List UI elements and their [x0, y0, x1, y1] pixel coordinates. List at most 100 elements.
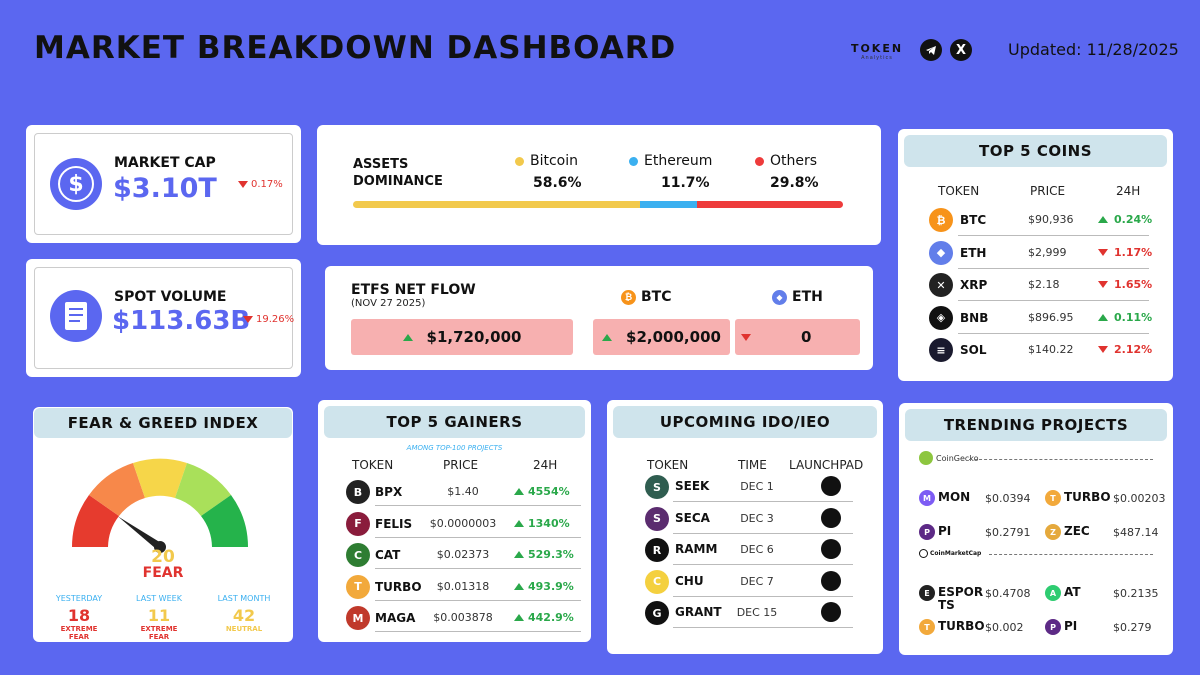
trending-symbol[interactable]: TURBO: [1064, 490, 1111, 504]
dominance-segment-1: [639, 201, 698, 208]
down-arrow-icon: [243, 316, 253, 323]
ido-icon-grant: G: [645, 601, 669, 625]
x-icon[interactable]: X: [950, 39, 972, 61]
launchpad-icon[interactable]: [821, 507, 841, 528]
brand-name: TOKEN: [850, 42, 904, 55]
trending-icon-pi: P: [1045, 619, 1061, 635]
coin-symbol: ETH: [960, 245, 987, 260]
market-cap-change: 0.17%: [238, 179, 283, 190]
brand-logo: TOKEN Analytics: [848, 42, 906, 61]
coin-price: $2.18: [1028, 278, 1060, 291]
brand-sub: Analytics: [861, 55, 893, 61]
coin-change: 1.17%: [1098, 246, 1152, 259]
coin-symbol: SOL: [960, 343, 987, 357]
row-divider: [375, 505, 581, 506]
col-launchpad: LAUNCHPAD: [789, 458, 864, 472]
coin-icon-sol: ≡: [929, 338, 953, 362]
trending-icon-mon: M: [919, 490, 935, 506]
launchpad-icon[interactable]: [821, 602, 841, 622]
col-24h: 24H: [533, 458, 558, 472]
launchpad-icon[interactable]: [821, 570, 841, 591]
gainer-change: 493.9%: [514, 580, 574, 593]
trending-symbol[interactable]: AT: [1064, 585, 1081, 599]
row-divider: [375, 599, 581, 601]
dominance-pct: 11.7%: [661, 175, 710, 191]
up-arrow-icon: [1098, 216, 1108, 223]
gauge-extreme-greed: [201, 495, 248, 547]
col-24h: 24H: [1116, 184, 1141, 198]
market-cap-card: $ MARKET CAP $3.10T 0.17%: [26, 125, 301, 243]
trending-price: $0.4708: [985, 587, 1031, 600]
coin-price: $140.22: [1028, 343, 1074, 356]
ido-symbol: RAMM: [675, 542, 718, 556]
trending-symbol[interactable]: PI: [938, 524, 952, 538]
ido-time: DEC 6: [740, 543, 774, 556]
fg-history-yesterday: YESTERDAY 18 EXTREME FEAR: [50, 594, 108, 641]
trending-price: $0.0394: [985, 492, 1031, 505]
spot-volume-card: SPOT VOLUME $113.63B 19.26%: [26, 259, 301, 377]
ido-time: DEC 3: [740, 511, 774, 525]
gainer-change: 442.9%: [514, 611, 574, 624]
row-divider: [673, 532, 853, 534]
spot-volume-value: $113.63B: [112, 306, 251, 336]
telegram-icon[interactable]: [920, 39, 942, 61]
spot-volume-label: SPOT VOLUME: [114, 289, 227, 305]
trending-symbol[interactable]: ZEC: [1064, 524, 1090, 538]
cmc-label: CoinMarketCap: [930, 550, 982, 557]
trending-symbol[interactable]: MON: [938, 490, 971, 504]
trending-symbol[interactable]: PI: [1064, 619, 1078, 633]
coin-icon-bnb: ◈: [929, 305, 953, 330]
dominance-name: Others: [770, 153, 818, 169]
row-divider: [673, 627, 853, 628]
spot-volume-change: 19.26%: [243, 314, 294, 325]
down-arrow-icon: [1098, 346, 1108, 353]
etfs-date: (NOV 27 2025): [351, 298, 426, 309]
etf-btc-header: ₿ BTC: [621, 289, 672, 305]
ido-symbol: CHU: [675, 573, 704, 588]
dollar-icon: $: [50, 158, 102, 210]
coingecko-logo: CoinGecko: [919, 451, 979, 465]
cmc-icon: [919, 549, 928, 558]
gainer-icon-maga: M: [346, 606, 370, 630]
coingecko-divider: [969, 459, 1153, 460]
spot-volume-change-value: 19.26%: [256, 314, 295, 325]
top-coins-card: TOP 5 COINS TOKEN PRICE 24H ₿ BTC $90,936 0…: [898, 129, 1173, 381]
market-cap-value: $3.10T: [113, 173, 217, 204]
fg-history-last-month: LAST MONTH 42 NEUTRAL: [213, 594, 275, 633]
trending-card: TRENDING PROJECTS CoinGecko CoinMarketCa…: [899, 403, 1173, 655]
trending-price: $0.2135: [1113, 587, 1159, 600]
trending-icon-esports: E: [919, 585, 935, 601]
bitcoin-dot-icon: [515, 156, 524, 166]
coinmarketcap-logo: CoinMarketCap: [919, 549, 981, 558]
bitcoin-icon: ₿: [621, 289, 636, 305]
launchpad-icon[interactable]: [821, 539, 841, 559]
cmc-divider: [989, 554, 1153, 555]
gainer-change-value: 1340%: [528, 516, 570, 530]
trending-symbol[interactable]: ESPOR TS: [938, 585, 984, 612]
fg-history-last-week: LAST WEEK 11 EXTREME FEAR: [130, 594, 188, 641]
col-token: TOKEN: [647, 458, 689, 472]
gainer-price: $0.01318: [436, 579, 490, 593]
up-arrow-icon: [402, 333, 413, 341]
ido-icon-ramm: R: [645, 538, 669, 562]
row-divider: [958, 332, 1149, 334]
gauge-fear: [89, 463, 145, 516]
gainer-change: 529.3%: [514, 548, 574, 561]
dominance-name: Bitcoin: [530, 153, 579, 169]
gainer-icon-cat: C: [346, 543, 370, 567]
ido-symbol: SECA: [675, 510, 710, 525]
trending-symbol[interactable]: TURBO: [938, 619, 985, 633]
ido-icon-seek: S: [645, 475, 669, 499]
top-coins-title: TOP 5 COINS: [904, 135, 1167, 167]
market-cap-change-value: 0.17%: [251, 179, 283, 190]
market-cap-label: MARKET CAP: [114, 155, 216, 171]
launchpad-icon[interactable]: [821, 476, 841, 496]
row-divider: [375, 631, 581, 632]
col-price: PRICE: [443, 458, 479, 472]
gainer-icon-bpx: B: [346, 480, 370, 504]
dominance-label: ASSETS DOMINANCE: [353, 156, 443, 190]
fear-greed-title: FEAR & GREED INDEX: [34, 408, 292, 438]
coin-change-value: 0.11%: [1114, 310, 1153, 324]
assets-dominance-card: ASSETS DOMINANCE Bitcoin 58.6% Ethereum …: [317, 125, 881, 245]
etf-total-box: $1,720,000: [351, 319, 573, 355]
